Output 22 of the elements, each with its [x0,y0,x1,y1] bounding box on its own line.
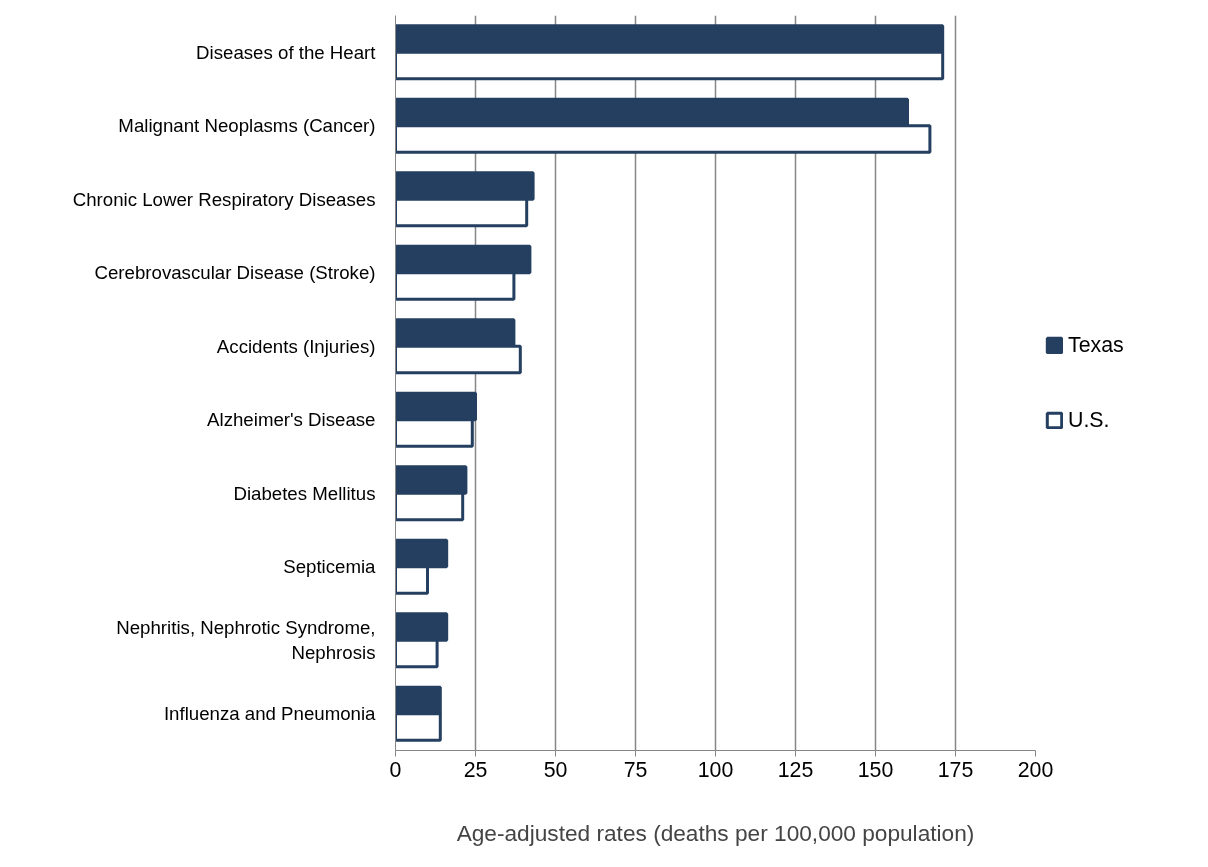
legend-label: U.S. [1068,407,1110,433]
y-tick-label: Malignant Neoplasms (Cancer) [118,115,376,137]
y-tick-label: Chronic Lower Respiratory Diseases [72,188,376,210]
x-tick-label: 125 [777,757,814,782]
y-tick-label: Septicemia [283,556,377,578]
x-tick-label: 0 [389,757,402,782]
y-tick-label: Nephritis, Nephrotic Syndrome, Nephrosis [116,617,376,664]
x-tick-label: 100 [697,757,734,782]
x-tick-label: 150 [857,757,894,782]
y-tick-label: Diabetes Mellitus [233,482,376,504]
legend-label: Texas [1068,332,1124,358]
x-tick-label: 75 [623,757,648,782]
y-tick-label: Influenza and Pneumonia [163,703,377,725]
x-tick-label: 175 [937,757,974,782]
y-tick-label: Accidents (Injuries) [216,335,376,357]
x-tick-label: 200 [1017,757,1054,782]
x-axis-title: Age-adjusted rates (deaths per 100,000 population) [456,819,975,846]
y-tick-label: Diseases of the Heart [196,41,377,63]
x-tick-label: 25 [463,757,488,782]
x-tick-label: 50 [543,757,568,782]
y-tick-label: Cerebrovascular Disease (Stroke) [94,262,376,284]
y-tick-label: Alzheimer's Disease [207,409,376,431]
